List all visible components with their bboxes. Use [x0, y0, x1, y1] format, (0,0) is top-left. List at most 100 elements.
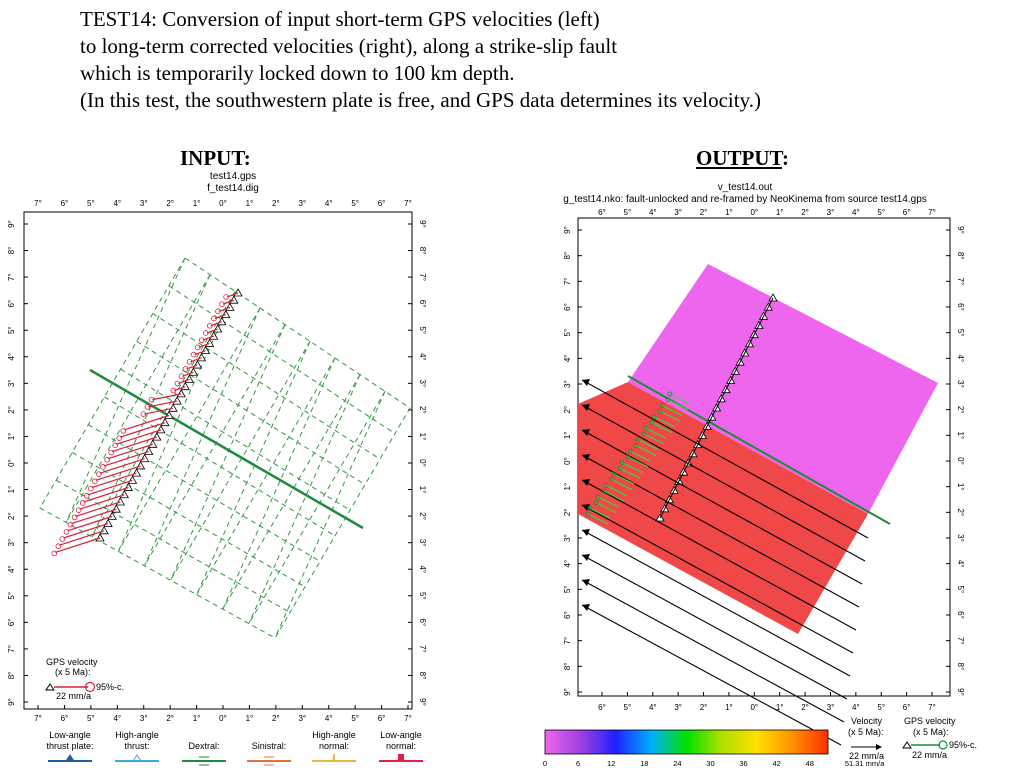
ellipse-icon: [67, 521, 74, 528]
right-bottom-tick-label: 5°: [877, 703, 885, 712]
ellipse-icon: [649, 420, 655, 425]
gps-vector: [202, 335, 214, 341]
triangle-icon: [172, 396, 182, 405]
triangle-icon: [176, 389, 186, 398]
left-title-1: test14.gps: [210, 171, 256, 182]
left-side-tick-label: 1°: [418, 433, 427, 441]
left-top-tick-label: 6°: [61, 199, 69, 208]
left-side-tick-label: 1°: [7, 433, 16, 441]
right-bottom-tick-label: 6°: [903, 703, 911, 712]
gps-legend-scale: (x 5 Ma):: [55, 667, 91, 677]
right-side-tick-label: 6°: [563, 303, 572, 311]
colorbar-tick-label: 36: [739, 759, 747, 768]
right-side-tick-label: 9°: [956, 226, 965, 234]
left-top-tick-label: 4°: [325, 199, 333, 208]
velocity-colorbar: [544, 729, 829, 755]
left-side-tick-label: 7°: [418, 273, 427, 281]
left-side-tick-label: 2°: [418, 406, 427, 414]
ellipse-icon: [593, 500, 599, 505]
left-top-tick-label: 7°: [34, 199, 42, 208]
gps-vector: [83, 486, 129, 503]
output-heading-colon: :: [781, 146, 789, 170]
ellipse-icon: [194, 344, 201, 351]
ellipse-icon: [178, 373, 185, 379]
left-side-tick-label: 2°: [418, 512, 427, 520]
gps-vector: [91, 472, 137, 489]
ellipse-icon: [667, 391, 673, 397]
right-top-tick-label: 4°: [649, 208, 657, 217]
left-bottom-tick-label: 3°: [140, 714, 148, 723]
grid-line: [117, 307, 261, 552]
gps-vector: [206, 328, 218, 334]
left-top-tick-label: 5°: [87, 199, 95, 208]
fault-legend-label: normal:: [319, 741, 349, 751]
left-side-tick-label: 5°: [418, 326, 427, 334]
gps-legend-confidence: 95%-c.: [96, 682, 124, 692]
ellipse-icon: [140, 411, 147, 417]
right-side-tick-label: 1°: [563, 432, 572, 440]
arrow-head-icon: [582, 454, 590, 461]
left-side-tick-label: 3°: [418, 380, 427, 388]
gps-vector: [178, 378, 190, 384]
output-map-panel: v_test14.out g_test14.nko: fault-unlocke…: [543, 182, 977, 768]
grid-line: [196, 357, 336, 595]
ellipse-icon: [595, 494, 601, 500]
caption: TEST14: Conversion of input short-term G…: [80, 6, 1020, 114]
left-side-tick-label: 4°: [418, 353, 427, 361]
ellipse-icon: [627, 448, 633, 454]
right-top-tick-label: 1°: [725, 208, 733, 217]
gps-vector: [55, 537, 101, 553]
ellipse-icon: [84, 681, 96, 693]
colorbar-tick-label: 42: [772, 759, 780, 768]
ellipse-icon: [665, 397, 671, 403]
left-top-tick-label: 3°: [298, 199, 306, 208]
fault-legend-label: Low-angle: [380, 730, 422, 740]
left-bottom-tick-label: 0°: [219, 714, 227, 723]
grid-line: [144, 324, 286, 567]
right-top-tick-label: 5°: [624, 208, 632, 217]
gps-vector: [67, 515, 113, 532]
ellipse-icon: [215, 308, 221, 315]
right-bottom-tick-label: 2°: [801, 703, 809, 712]
ellipse-icon: [633, 443, 639, 448]
right-top-tick-label: 7°: [928, 208, 936, 217]
left-side-tick-labels: 9° 9° 8° 8° 7° 7° 6° 6° 5° 5° 4° 4° 3° 3° 2° 2° 1° 1° 0° 0°…: [7, 220, 427, 706]
gps-vector: [198, 342, 210, 348]
strike-slip-fault-output: [627, 375, 891, 525]
ellipse-icon: [625, 454, 631, 460]
fault-legend-label: Dextral:: [188, 741, 219, 751]
gps-vector: [144, 407, 174, 415]
left-top-tick-label: 4°: [113, 199, 121, 208]
arrow-head-icon: [582, 504, 590, 511]
grid-diagonal: [91, 274, 211, 538]
gps-vector: [613, 473, 635, 485]
velocity-legend-rate: 22 mm/a: [849, 751, 884, 761]
ellipse-icon: [207, 322, 213, 329]
left-side-tick-label: 1°: [418, 486, 427, 494]
gps-velocity-legend: GPS velocity (x 5 Ma): 95%-c. 22 mm/a: [45, 657, 124, 701]
right-top-tick-label: 6°: [598, 208, 606, 217]
triangle-icon: [65, 754, 75, 762]
right-side-tick-label: 4°: [563, 560, 572, 568]
gps-legend-rate-output: 22 mm/a: [912, 750, 947, 760]
fault-legend-label: High-angle: [115, 730, 159, 740]
left-side-tick-label: 6°: [7, 619, 16, 627]
gps-vector: [103, 450, 149, 467]
right-side-tick-label: 4°: [956, 355, 965, 363]
right-side-tick-label: 1°: [956, 483, 965, 491]
ellipse-icon: [55, 543, 62, 550]
left-side-tick-label: 7°: [418, 645, 427, 653]
gps-vector: [120, 422, 166, 438]
grid-diagonal: [222, 357, 336, 610]
grid-line: [65, 274, 211, 523]
gps-legend-title-output: GPS velocity: [904, 716, 956, 726]
ellipse-icon: [75, 507, 82, 513]
caption-line-2: to long-term corrected velocities (right…: [80, 34, 618, 58]
left-map-frame: [23, 211, 413, 710]
grid-line: [222, 374, 361, 610]
right-side-tick-label: 5°: [956, 586, 965, 594]
left-side-tick-label: 8°: [418, 672, 427, 680]
left-side-tick-label: 8°: [418, 247, 427, 255]
triangle-icon: [45, 683, 55, 691]
gps-vector: [115, 429, 162, 445]
